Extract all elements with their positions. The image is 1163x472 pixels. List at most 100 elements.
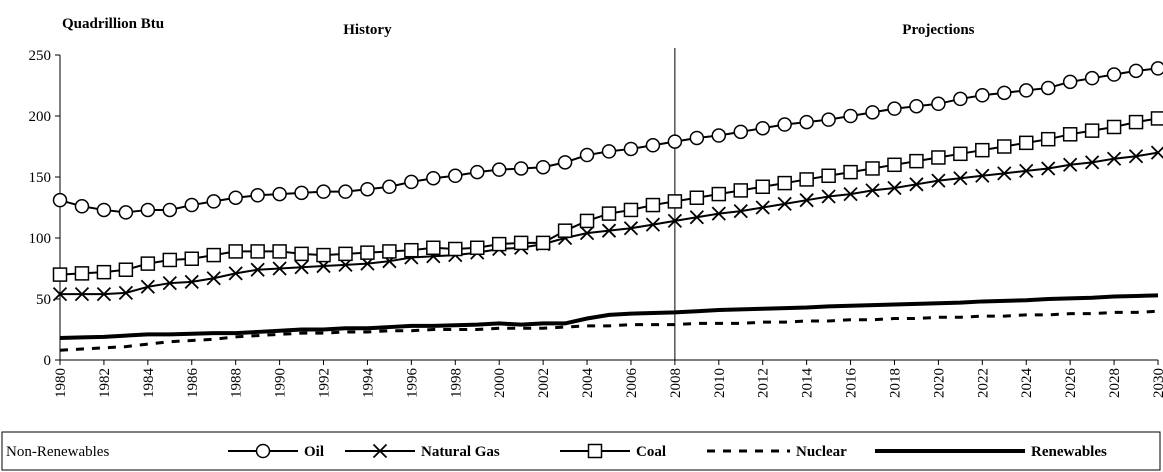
marker (52, 286, 68, 302)
marker (1084, 70, 1100, 86)
marker (1106, 119, 1122, 135)
marker (579, 225, 595, 241)
marker (645, 217, 661, 232)
marker (404, 174, 419, 190)
legend-label: Renewables (1031, 444, 1107, 460)
legend-box (1, 431, 1161, 471)
marker (162, 252, 178, 268)
series-line (59, 117, 1159, 276)
x-tick-label: 2004 (580, 368, 596, 399)
marker (272, 186, 287, 202)
x-tick-label: 1994 (360, 368, 376, 399)
marker (1106, 67, 1122, 82)
marker (469, 164, 485, 180)
marker (74, 266, 90, 281)
marker (118, 205, 134, 220)
marker (228, 244, 243, 259)
marker (272, 244, 287, 259)
marker (931, 96, 946, 112)
marker (1041, 161, 1056, 176)
marker (513, 235, 529, 251)
marker (645, 138, 661, 153)
annotation: Projections (902, 22, 974, 38)
series-line (60, 151, 1159, 296)
marker (426, 240, 441, 256)
marker (799, 114, 814, 130)
marker (777, 196, 792, 211)
x-tick-label: 1990 (273, 368, 289, 398)
marker (338, 246, 353, 262)
marker (711, 186, 727, 202)
x-tick-label: 2018 (887, 368, 903, 398)
marker (250, 244, 265, 259)
marker (1128, 149, 1144, 164)
marker (1106, 151, 1122, 166)
x-tick-label: 2008 (668, 368, 684, 398)
marker (426, 170, 441, 186)
marker (184, 197, 200, 213)
marker (1018, 83, 1034, 98)
marker (448, 241, 463, 257)
marker (667, 194, 683, 209)
marker (206, 247, 221, 263)
y-tick-label: 100 (29, 231, 52, 247)
marker (1062, 127, 1078, 142)
marker (448, 168, 463, 184)
marker (404, 242, 419, 258)
marker (1150, 111, 1163, 126)
marker (1084, 155, 1100, 170)
marker (953, 171, 968, 186)
marker (74, 286, 90, 302)
marker (711, 128, 727, 143)
y-tick-label: 200 (29, 109, 52, 125)
x-tick-label: 2024 (1019, 368, 1035, 399)
marker (601, 223, 617, 238)
marker (1128, 114, 1144, 130)
marker (755, 200, 770, 215)
x-tick-label: 2020 (931, 368, 947, 398)
y-tick-label: 0 (44, 353, 52, 369)
marker (821, 168, 836, 184)
marker (689, 190, 705, 205)
marker (557, 223, 573, 238)
marker (206, 194, 221, 209)
marker (997, 139, 1012, 154)
marker (1128, 63, 1144, 79)
x-tick-label: 2010 (712, 368, 728, 398)
marker (887, 101, 902, 116)
legend-label: Coal (636, 444, 666, 460)
marker (1018, 135, 1034, 151)
marker (799, 193, 814, 208)
marker (755, 179, 770, 195)
marker (755, 120, 770, 136)
x-tick-label: 1992 (317, 368, 333, 398)
marker (228, 190, 243, 205)
marker (140, 279, 155, 294)
marker (74, 199, 90, 214)
marker (118, 285, 134, 301)
y-tick-label: 150 (29, 170, 52, 186)
marker (162, 202, 178, 218)
marker (865, 161, 880, 176)
series-line (59, 293, 1159, 341)
marker (294, 185, 309, 201)
marker (887, 180, 902, 196)
legend-marker (255, 443, 271, 459)
x-tick-label: 2022 (975, 368, 991, 398)
marker (623, 141, 639, 157)
marker (118, 262, 134, 277)
marker (689, 130, 705, 146)
x-tick-label: 1986 (185, 368, 201, 399)
marker (733, 183, 749, 198)
marker (469, 240, 485, 256)
marker (1063, 157, 1078, 172)
marker (623, 221, 639, 236)
marker (601, 206, 617, 221)
marker (843, 108, 858, 124)
marker (535, 235, 551, 251)
marker (228, 266, 243, 281)
x-tick-label: 2028 (1107, 368, 1123, 398)
marker (953, 146, 968, 162)
marker (667, 213, 683, 229)
marker (799, 172, 814, 187)
